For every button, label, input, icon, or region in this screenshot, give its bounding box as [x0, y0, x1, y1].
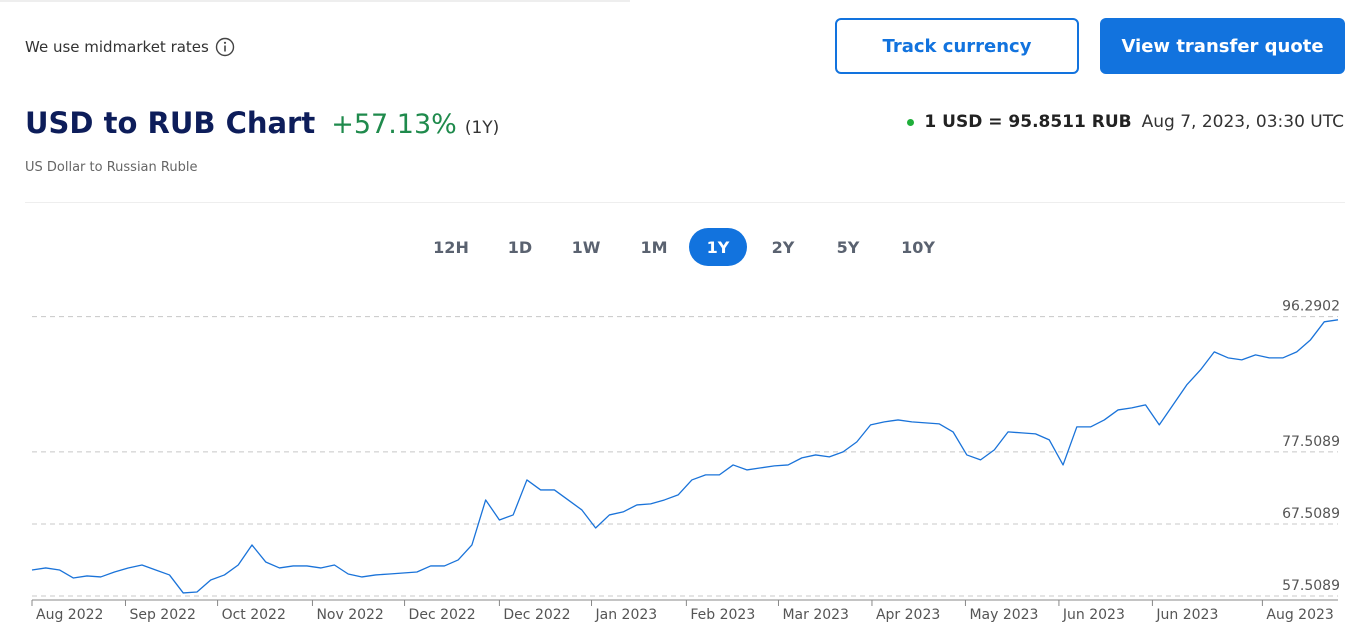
y-tick-label: 57.5089: [1282, 578, 1340, 594]
range-button[interactable]: 12H: [433, 237, 469, 257]
live-dot: [907, 118, 915, 126]
view-quote-button[interactable]: View transfer quote: [1100, 18, 1345, 74]
x-tick-label: Mar 2023: [782, 607, 849, 623]
x-tick-label: Aug 2023: [1266, 607, 1333, 623]
range-button[interactable]: 1W: [571, 237, 601, 257]
x-tick-label: Apr 2023: [876, 607, 940, 623]
range-button[interactable]: 1M: [640, 237, 668, 257]
x-tick-label: Feb 2023: [690, 607, 755, 623]
title-row: USD to RUB Chart +57.13% (1Y): [25, 106, 499, 140]
range-button[interactable]: 1D: [507, 237, 533, 257]
x-tick-label: Jan 2023: [595, 607, 658, 623]
info-icon[interactable]: [215, 37, 235, 57]
y-tick-label: 77.5089: [1282, 434, 1340, 450]
range-button[interactable]: 2Y: [771, 237, 795, 257]
period: (1Y): [464, 118, 500, 138]
change: +57.13%: [331, 109, 457, 140]
rate-row: 1 USD = 95.8511 RUB Aug 7, 2023, 03:30 U…: [907, 112, 1344, 132]
y-tick-label: 96.2902: [1282, 299, 1340, 315]
x-tick-label: Jun 2023: [1062, 607, 1125, 623]
range-button[interactable]: 10Y: [901, 237, 935, 257]
title: USD to RUB Chart: [25, 106, 316, 140]
top-border: [0, 0, 630, 2]
rates-note: We use midmarket rates: [25, 37, 235, 57]
subtitle: US Dollar to Russian Ruble: [25, 160, 198, 175]
range-button[interactable]: 1Y: [689, 228, 747, 266]
x-tick-label: Jun 2023: [1155, 607, 1218, 623]
range-button[interactable]: 5Y: [836, 237, 860, 257]
x-tick-label: Dec 2022: [503, 607, 570, 623]
x-tick-label: Aug 2022: [36, 607, 103, 623]
x-tick-label: Dec 2022: [409, 607, 476, 623]
x-tick-label: May 2023: [969, 607, 1038, 623]
y-tick-label: 67.5089: [1282, 506, 1340, 522]
rate: 1 USD = 95.8511 RUB: [924, 112, 1132, 132]
x-tick-label: Oct 2022: [222, 607, 286, 623]
note-text: We use midmarket rates: [25, 38, 209, 56]
x-tick-label: Sep 2022: [129, 607, 195, 623]
rate-line: [31, 319, 1339, 594]
separator: [25, 202, 1345, 203]
timestamp: Aug 7, 2023, 03:30 UTC: [1141, 112, 1344, 132]
x-tick-label: Nov 2022: [316, 607, 383, 623]
track-currency-button[interactable]: Track currency: [835, 18, 1079, 74]
